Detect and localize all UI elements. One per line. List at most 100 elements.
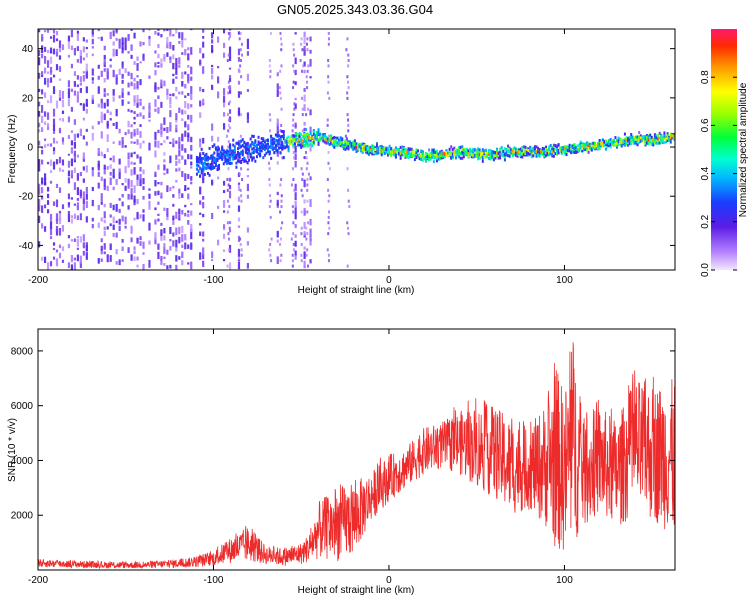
spectrogram-ridge-cell — [361, 145, 364, 149]
spectrogram-noise-cell — [163, 29, 166, 32]
spectrogram-ridge-cell — [642, 139, 645, 143]
spectrogram-stripe-cell — [326, 118, 329, 122]
spectrogram-ridge-cell — [549, 151, 552, 155]
spectrogram-ridge-cell — [276, 141, 279, 145]
spectrogram-ridge-cell — [466, 147, 469, 151]
spectrogram-noise-cell — [154, 150, 157, 158]
spectrogram-ridge-cell — [390, 147, 393, 151]
spectrogram-noise-cell — [67, 214, 71, 223]
spectrogram-ridge-cell — [341, 141, 344, 145]
spectrogram-noise-cell — [82, 166, 85, 171]
spectrogram-noise-cell — [202, 173, 205, 181]
spectrogram-ridge-cell — [593, 145, 596, 149]
spectrogram-ridge-cell — [647, 140, 650, 144]
spectrogram-ridge-cell — [227, 158, 230, 162]
spectrogram-noise-cell — [184, 204, 187, 208]
spectrogram-ridge-cell — [308, 137, 311, 141]
spectrogram-noise-cell — [181, 133, 184, 142]
spectrogram-noise-cell — [175, 179, 178, 183]
spectrogram-ridge-cell — [502, 149, 505, 153]
spectrogram-noise-cell — [79, 255, 82, 264]
spectrogram-ridge-cell — [450, 151, 453, 155]
spectrogram-noise-cell — [46, 186, 50, 192]
spectrogram-noise-cell — [91, 167, 94, 170]
spectrogram-ridge-cell — [274, 144, 277, 148]
spectrogram-noise-cell — [127, 185, 130, 189]
colorbar — [711, 29, 737, 270]
spectrogram-ridge-cell — [652, 140, 655, 144]
spectrogram-stripe-cell — [293, 53, 296, 57]
spectrogram-noise-cell — [160, 255, 163, 261]
spectrogram-ridge-cell — [398, 149, 401, 153]
spectrogram-ridge-cell — [263, 153, 266, 157]
spectrogram-ridge-cell — [508, 149, 511, 153]
spectrogram-ridge-cell — [273, 137, 276, 141]
spectrogram-noise-cell — [133, 99, 136, 106]
spectrogram-noise-cell — [67, 153, 71, 156]
spectrogram-stripe-cell — [306, 161, 309, 165]
spectrogram-noise-cell — [157, 201, 160, 205]
spectrogram-ridge-cell — [379, 145, 382, 149]
spectrogram-noise-cell — [211, 67, 214, 75]
spectrogram-stripe-cell — [280, 226, 283, 230]
spectrogram-ridge-cell — [214, 157, 217, 161]
spectrogram-ridge-cell — [435, 149, 438, 153]
spectrogram-ridge-cell — [418, 157, 421, 161]
spectrogram-stripe-cell — [240, 253, 243, 257]
spectrogram-ridge-cell — [565, 150, 568, 154]
spectrogram-ridge-cell — [270, 138, 273, 142]
spectrogram-noise-cell — [103, 93, 106, 97]
spectrogram-ridge-cell — [271, 147, 274, 151]
spectrogram-noise-cell — [303, 179, 306, 188]
spectrogram-ridge-cell — [655, 136, 658, 140]
spectrogram-noise-cell — [85, 69, 88, 76]
spectrogram-ridge-cell — [214, 159, 217, 163]
snr-xlabel: Height of straight line (km) — [298, 585, 415, 596]
spectrogram-ridge-cell — [592, 141, 595, 145]
spectrogram-noise-cell — [127, 120, 130, 128]
spectrogram-ridge-cell — [633, 141, 636, 145]
spectrogram-ridge-cell — [218, 163, 221, 167]
spectrogram-stripe-cell — [292, 210, 295, 214]
spectrogram-noise-cell — [154, 171, 157, 177]
spectrogram-ridge-cell — [418, 152, 421, 156]
spectrogram-ridge-cell — [590, 144, 593, 148]
spectrogram-noise-cell — [76, 187, 79, 196]
spectrogram-stripe-cell — [292, 118, 295, 122]
spectrogram-noise-cell — [187, 244, 190, 249]
spectrogram-ridge-cell — [584, 145, 587, 149]
spectrogram-ridge-cell — [333, 144, 336, 148]
spectrogram-stripe-cell — [292, 113, 295, 117]
spectrogram-ridge-cell — [658, 136, 661, 140]
spectrogram-noise-cell — [222, 112, 226, 117]
spectrogram-noise-cell — [166, 41, 169, 48]
spectrogram-noise-cell — [228, 184, 232, 190]
spectrogram-noise-cell — [61, 204, 65, 210]
spectrogram-ridge-cell — [516, 154, 519, 158]
spectrogram-ridge-cell — [371, 146, 374, 150]
spectrogram-ridge-cell — [330, 135, 333, 139]
spectrogram-ridge-cell — [353, 146, 356, 150]
spectrogram-ridge-cell — [270, 156, 273, 160]
spectrogram-ridge-cell — [347, 147, 350, 151]
spectrogram-stripe-cell — [238, 69, 241, 73]
spectrogram-noise-cell — [190, 86, 193, 94]
y-tick-label: 40 — [22, 44, 34, 55]
spectrogram-stripe-cell — [306, 37, 309, 41]
spectrogram-ridge-cell — [328, 143, 331, 147]
spectrogram-noise-cell — [74, 17, 76, 20]
spectrogram-ridge-cell — [570, 149, 573, 153]
spectrogram-ridge-cell — [573, 150, 576, 154]
spectrogram-ridge-cell — [619, 141, 622, 145]
spectrogram-ridge-cell — [267, 142, 270, 146]
spectrogram-ridge-cell — [306, 132, 309, 136]
spectrogram-stripe-cell — [293, 107, 296, 111]
spectrogram-noise-cell — [181, 118, 184, 122]
spectrogram-ridge-cell — [410, 151, 413, 155]
spectrogram-ridge-cell — [227, 155, 230, 159]
spectrogram-noise-cell — [106, 185, 109, 192]
spectrogram-noise-cell — [61, 246, 65, 252]
spectrogram-ridge-cell — [530, 155, 533, 159]
spectrogram-ridge-cell — [301, 135, 304, 139]
